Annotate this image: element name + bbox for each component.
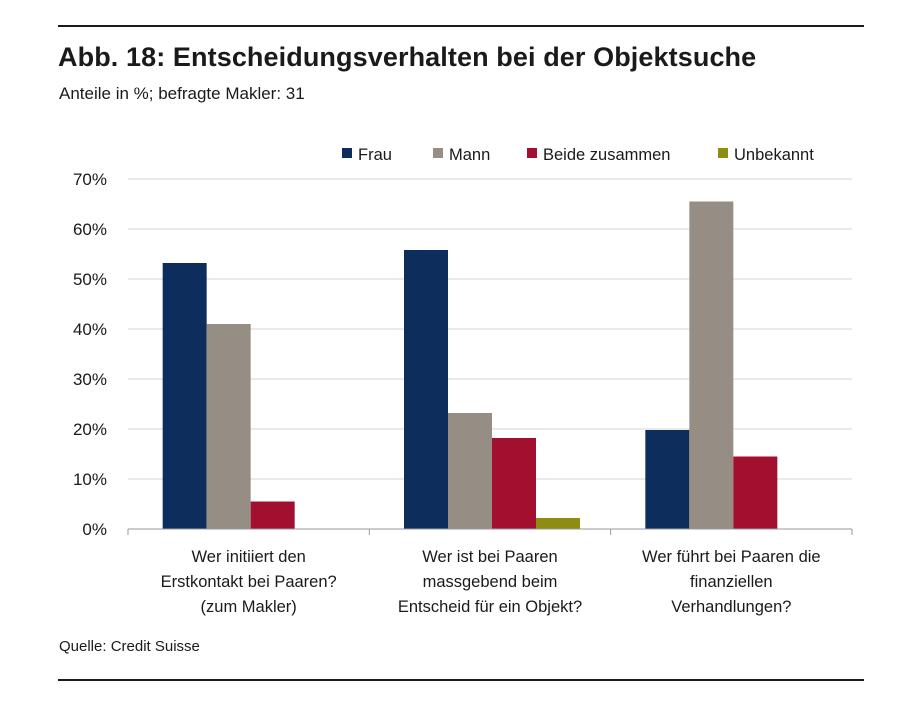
bar-unbekannt <box>536 518 580 529</box>
category-label: Wer führt bei Paaren die finanziellen Verh… <box>642 548 821 616</box>
legend-swatch <box>718 148 728 158</box>
bar-frau <box>162 263 207 529</box>
legend-item: Unbekannt <box>718 146 814 164</box>
y-tick-label: 20% <box>73 420 107 439</box>
legend-label: Unbekannt <box>734 146 814 164</box>
bar-mann <box>206 324 251 529</box>
legend-swatch <box>433 148 443 158</box>
category-label: Wer initiiert den Erstkontakt bei Paaren?… <box>161 548 337 616</box>
legend-swatch <box>342 148 352 158</box>
y-tick-label: 0% <box>82 520 107 539</box>
bar-mann <box>689 201 734 529</box>
bar-frau <box>645 430 690 529</box>
source-note: Quelle: Credit Suisse <box>59 638 200 655</box>
y-tick-label: 40% <box>73 320 107 339</box>
x-axis <box>127 528 853 535</box>
legend-item: Mann <box>433 146 490 164</box>
chart-title: Abb. 18: Entscheidungsverhalten bei der … <box>58 42 757 72</box>
legend: Frau Mann Beide zusammen Unbekannt <box>342 146 814 164</box>
y-tick-label: 30% <box>73 370 107 389</box>
category-label: Wer ist bei Paaren massgebend beim Entsche… <box>398 548 582 616</box>
bar-beide-zusammen <box>733 456 778 529</box>
legend-item: Beide zusammen <box>527 146 670 164</box>
bar-beide-zusammen <box>250 501 295 529</box>
legend-label: Frau <box>358 146 392 164</box>
bar-frau <box>404 250 448 529</box>
y-tick-label: 60% <box>73 220 107 239</box>
y-tick-label: 50% <box>73 270 107 289</box>
legend-item: Frau <box>342 146 392 164</box>
bottom-rule <box>58 679 864 681</box>
y-tick-label: 10% <box>73 470 107 489</box>
bars <box>162 201 778 529</box>
legend-label: Mann <box>449 146 490 164</box>
bar-mann <box>448 413 492 529</box>
y-axis-ticks: 0% 10% 20% 30% 40% 50% 60% 70% <box>73 170 107 539</box>
y-tick-label: 70% <box>73 170 107 189</box>
top-rule <box>58 25 864 27</box>
legend-swatch <box>527 148 537 158</box>
bar-beide-zusammen <box>492 438 536 529</box>
chart-subtitle: Anteile in %; befragte Makler: 31 <box>59 84 305 103</box>
legend-label: Beide zusammen <box>543 146 670 164</box>
category-labels: Wer initiiert den Erstkontakt bei Paaren?… <box>161 548 821 616</box>
